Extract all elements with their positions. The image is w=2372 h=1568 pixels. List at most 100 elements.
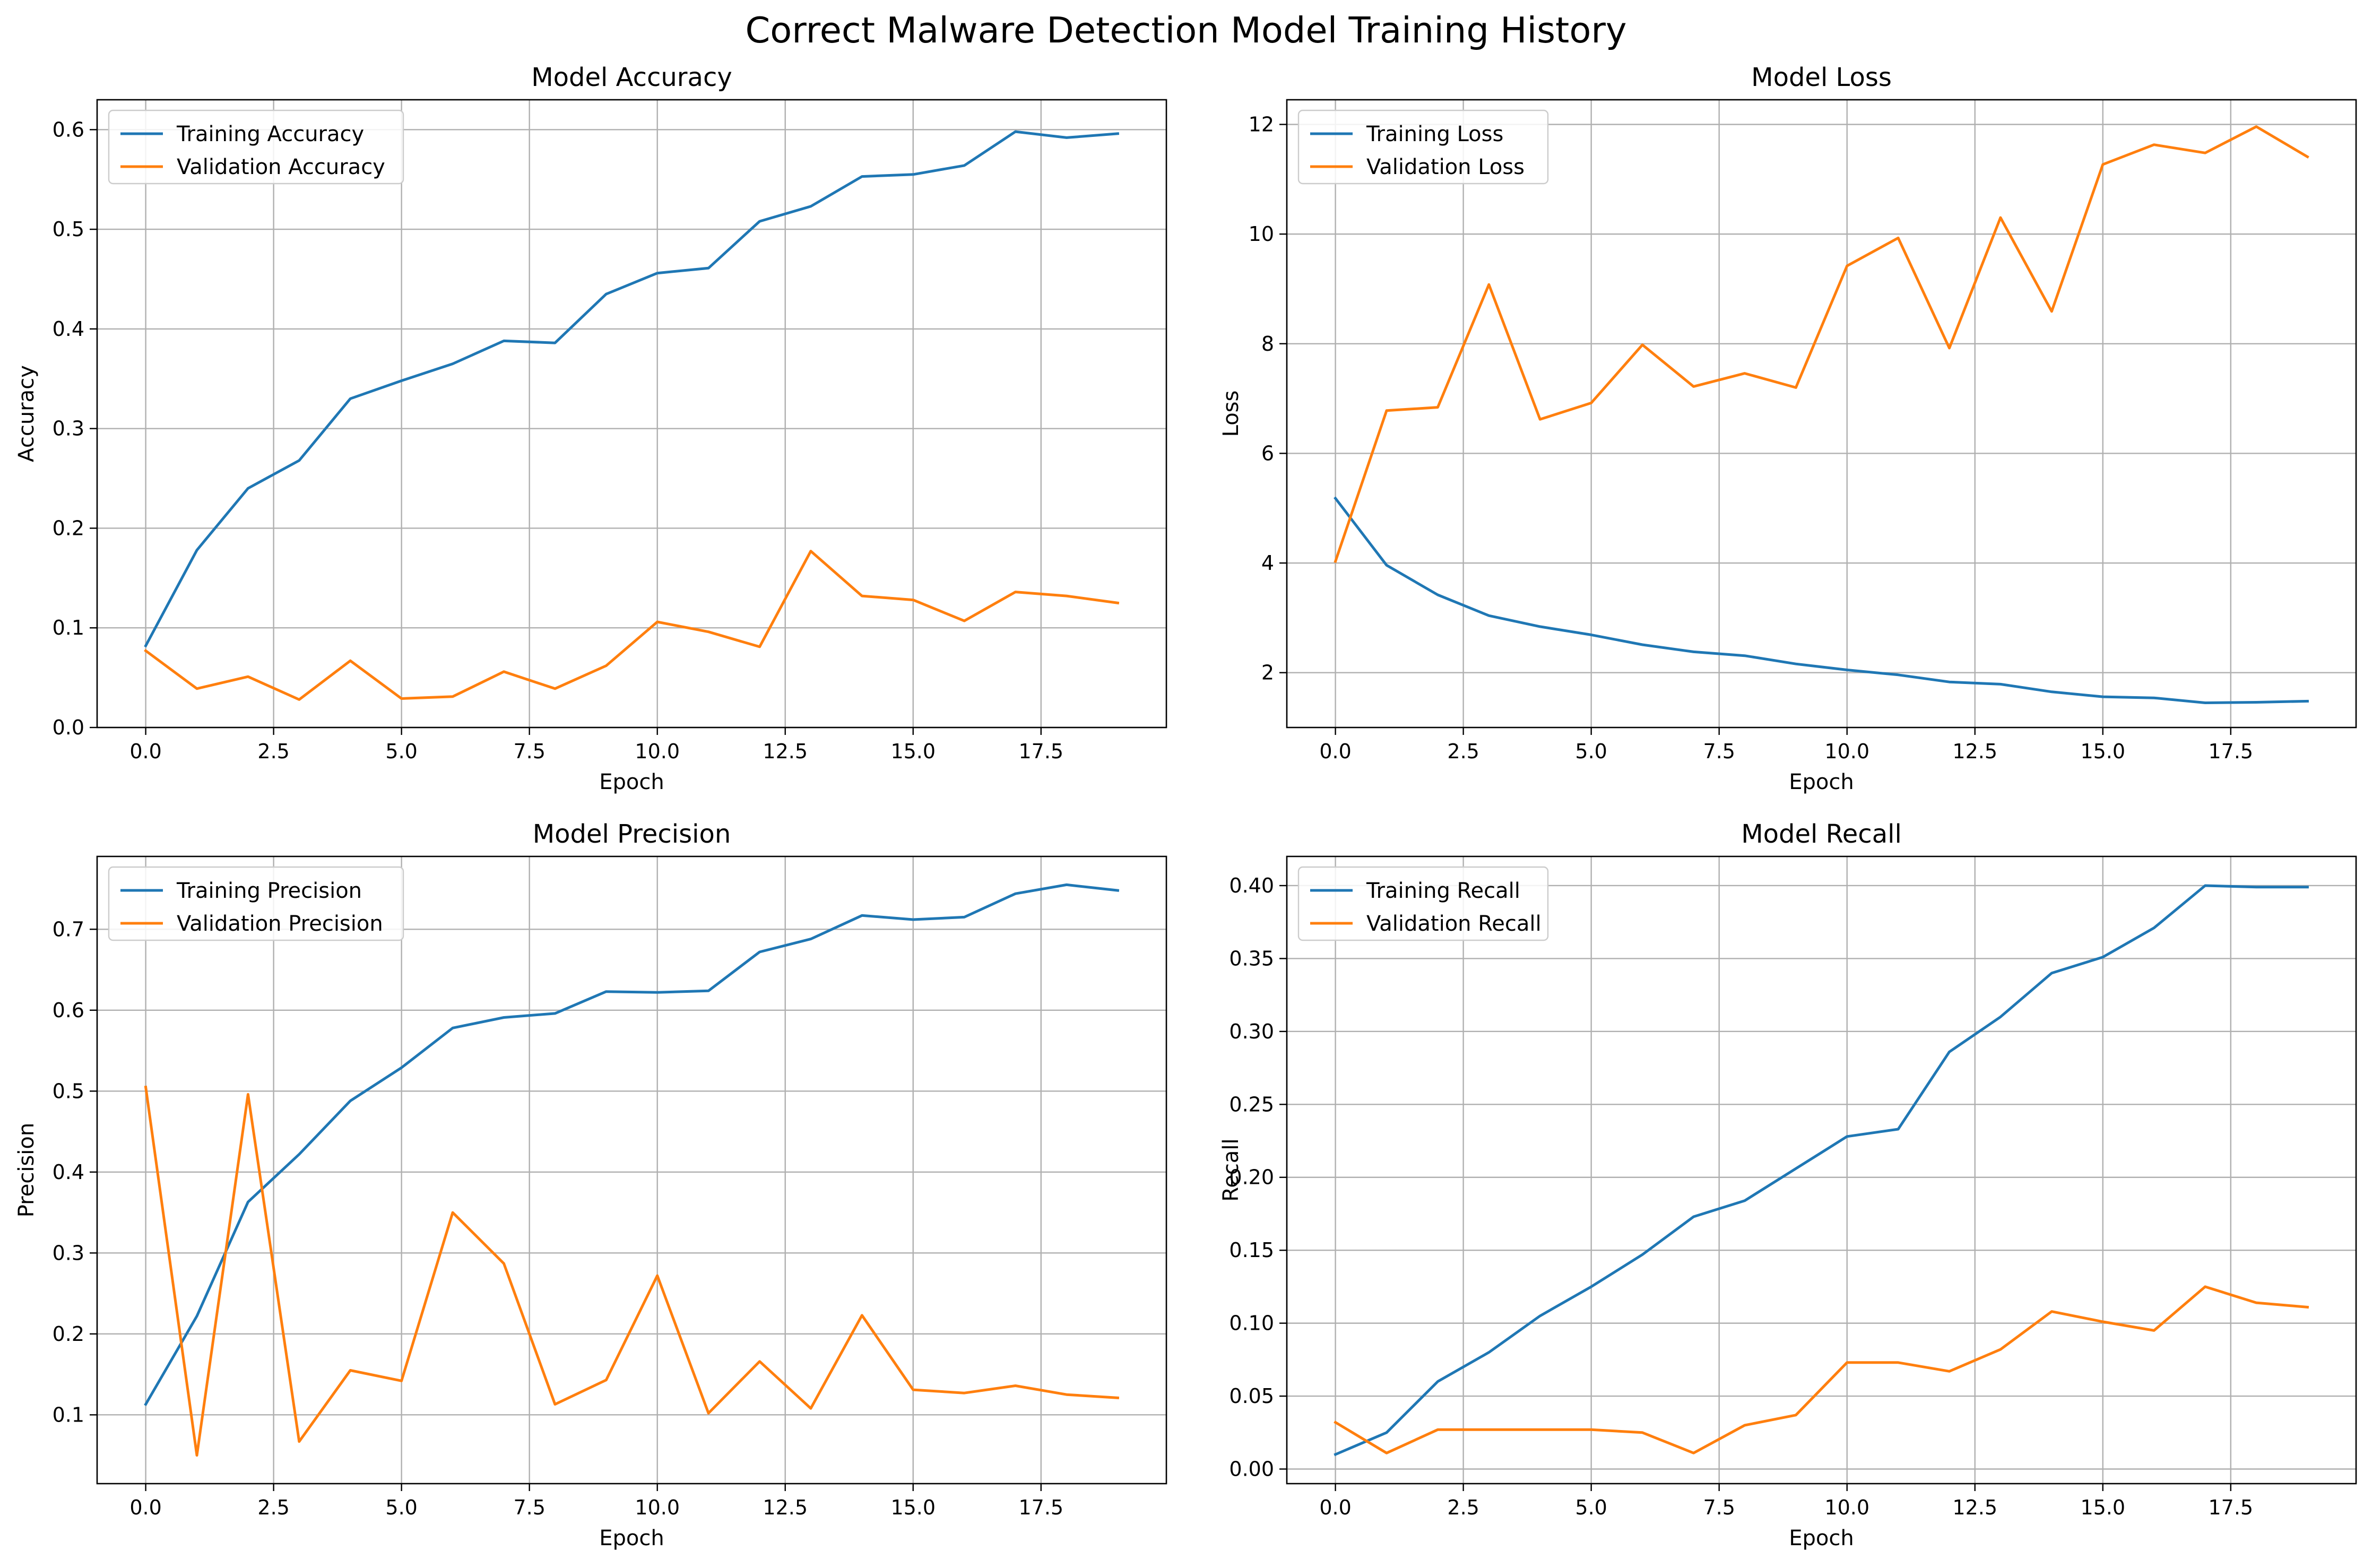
x-ticks-precision: 0.0 2.5 5.0 7.5 10.0 12.5 15.0 17.5 (129, 1484, 1063, 1519)
chart-panels: 0.0 2.5 5.0 7.5 10.0 12.5 15.0 17.5 0.0 0.1 0.2 0.3… (14, 63, 2357, 1550)
y-tick-label: 0.25 (1229, 1093, 1274, 1116)
x-tick-label: 17.5 (2208, 1496, 2253, 1519)
panel-precision: 0.0 2.5 5.0 7.5 10.0 12.5 15.0 17.5 0.1 0.2 0.3 0.4… (14, 819, 1167, 1550)
y-tick-label: 0.30 (1229, 1020, 1274, 1043)
y-ticks-loss: 2 4 6 8 10 12 (1249, 112, 1287, 685)
y-tick-label: 0.5 (53, 218, 84, 241)
panel-recall: 0.0 2.5 5.0 7.5 10.0 12.5 15.0 17.5 0.00 0.05 0.10… (1219, 819, 2357, 1550)
y-tick-label: 0.00 (1229, 1458, 1274, 1481)
legend-label-training: Training Recall (1366, 879, 1520, 903)
y-tick-label: 12 (1249, 112, 1274, 136)
x-axis-label: Epoch (1789, 770, 1854, 794)
x-tick-label: 12.5 (1952, 1496, 1997, 1519)
y-axis-label: Accuracy (14, 365, 39, 462)
y-tick-label: 0.4 (53, 1160, 84, 1184)
legend-label-training: Training Loss (1366, 122, 1503, 146)
y-tick-label: 0.05 (1229, 1384, 1274, 1408)
y-ticks-precision: 0.1 0.2 0.3 0.4 0.5 0.6 0.7 (53, 917, 97, 1426)
x-tick-label: 15.0 (890, 740, 936, 763)
legend-label-validation: Validation Precision (177, 912, 383, 936)
series-line-validation (1334, 1285, 2309, 1454)
x-tick-label: 15.0 (890, 1496, 936, 1519)
legend-label-training: Training Precision (176, 879, 362, 903)
legend-label-training: Training Accuracy (176, 122, 364, 146)
panel-title-loss: Model Loss (1751, 63, 1892, 92)
x-tick-label: 0.0 (129, 1496, 161, 1519)
y-tick-label: 0.20 (1229, 1166, 1274, 1189)
x-tick-label: 5.0 (385, 740, 417, 763)
y-axis-label: Loss (1219, 391, 1243, 437)
series-recall (1334, 884, 2309, 1457)
series-line-training (144, 130, 1120, 648)
x-tick-label: 7.5 (513, 1496, 545, 1519)
axes-frame (96, 99, 1167, 729)
axes-frame (96, 855, 1167, 1485)
x-ticks-accuracy: 0.0 2.5 5.0 7.5 10.0 12.5 15.0 17.5 (129, 727, 1063, 763)
x-ticks-loss: 0.0 2.5 5.0 7.5 10.0 12.5 15.0 17.5 (1319, 727, 2253, 763)
axes-frame (1286, 855, 2357, 1485)
x-tick-label: 7.5 (1703, 1496, 1735, 1519)
series-line-training (144, 883, 1120, 1406)
y-tick-label: 0.2 (53, 516, 84, 540)
y-tick-label: 8 (1261, 332, 1274, 356)
x-axis-label: Epoch (599, 1526, 664, 1550)
y-tick-label: 0.1 (53, 616, 84, 639)
y-axis-label: Precision (14, 1123, 39, 1217)
x-tick-label: 12.5 (1952, 740, 1997, 763)
y-tick-label: 6 (1261, 441, 1274, 465)
y-tick-label: 0.35 (1229, 947, 1274, 970)
x-tick-label: 5.0 (385, 1496, 417, 1519)
x-tick-label: 0.0 (1319, 1496, 1351, 1519)
y-tick-label: 4 (1261, 551, 1274, 575)
x-axis-label: Epoch (599, 770, 664, 794)
y-tick-label: 0.7 (53, 917, 84, 941)
x-tick-label: 2.5 (1447, 740, 1479, 763)
x-tick-label: 15.0 (2080, 1496, 2125, 1519)
y-tick-label: 0.5 (53, 1079, 84, 1103)
x-tick-label: 17.5 (1018, 1496, 1063, 1519)
x-tick-label: 5.0 (1575, 1496, 1607, 1519)
x-tick-label: 10.0 (635, 1496, 680, 1519)
legend-label-validation: Validation Recall (1366, 912, 1542, 936)
legend-label-validation: Validation Loss (1366, 155, 1525, 179)
y-tick-label: 0.1 (53, 1403, 84, 1426)
y-ticks-accuracy: 0.0 0.1 0.2 0.3 0.4 0.5 0.6 (53, 118, 97, 739)
legend-loss: Training Loss Validation Loss (1297, 109, 1549, 185)
panel-title-precision: Model Precision (533, 819, 731, 849)
grid-accuracy (97, 100, 1166, 729)
axes-frame (1286, 99, 2357, 729)
legend-precision: Training Precision Validation Precision (108, 866, 404, 941)
x-tick-label: 12.5 (763, 740, 808, 763)
series-line-validation (144, 1085, 1120, 1457)
y-tick-label: 0.4 (53, 317, 84, 341)
series-loss (1334, 125, 2309, 704)
figure-title: Correct Malware Detection Model Training… (745, 10, 1626, 51)
x-tick-label: 5.0 (1575, 740, 1607, 763)
y-tick-label: 0.0 (53, 716, 84, 739)
y-tick-label: 0.15 (1229, 1238, 1274, 1262)
grid-recall (1287, 856, 2356, 1484)
panel-accuracy: 0.0 2.5 5.0 7.5 10.0 12.5 15.0 17.5 0.0 0.1 0.2 0.3… (14, 63, 1167, 794)
series-line-training (1334, 496, 2309, 704)
x-tick-label: 7.5 (513, 740, 545, 763)
legend-box (1297, 109, 1549, 185)
x-tick-label: 17.5 (1018, 740, 1063, 763)
x-tick-label: 10.0 (1824, 1496, 1869, 1519)
x-tick-label: 12.5 (763, 1496, 808, 1519)
x-tick-label: 15.0 (2080, 740, 2125, 763)
legend-box (108, 866, 404, 941)
x-tick-label: 7.5 (1703, 740, 1735, 763)
x-tick-label: 10.0 (1824, 740, 1869, 763)
series-line-training (1334, 884, 2309, 1457)
y-tick-label: 0.3 (53, 417, 84, 440)
legend-label-validation: Validation Accuracy (177, 155, 385, 179)
x-tick-label: 2.5 (257, 1496, 289, 1519)
y-tick-label: 0.6 (53, 118, 84, 141)
series-line-validation (1334, 125, 2309, 564)
series-precision (144, 883, 1120, 1457)
y-tick-label: 0.10 (1229, 1312, 1274, 1335)
y-ticks-recall: 0.00 0.05 0.10 0.15 0.20 0.25 0.30 0.35 0.40 (1229, 874, 1287, 1481)
y-axis-label: Recall (1219, 1138, 1243, 1201)
